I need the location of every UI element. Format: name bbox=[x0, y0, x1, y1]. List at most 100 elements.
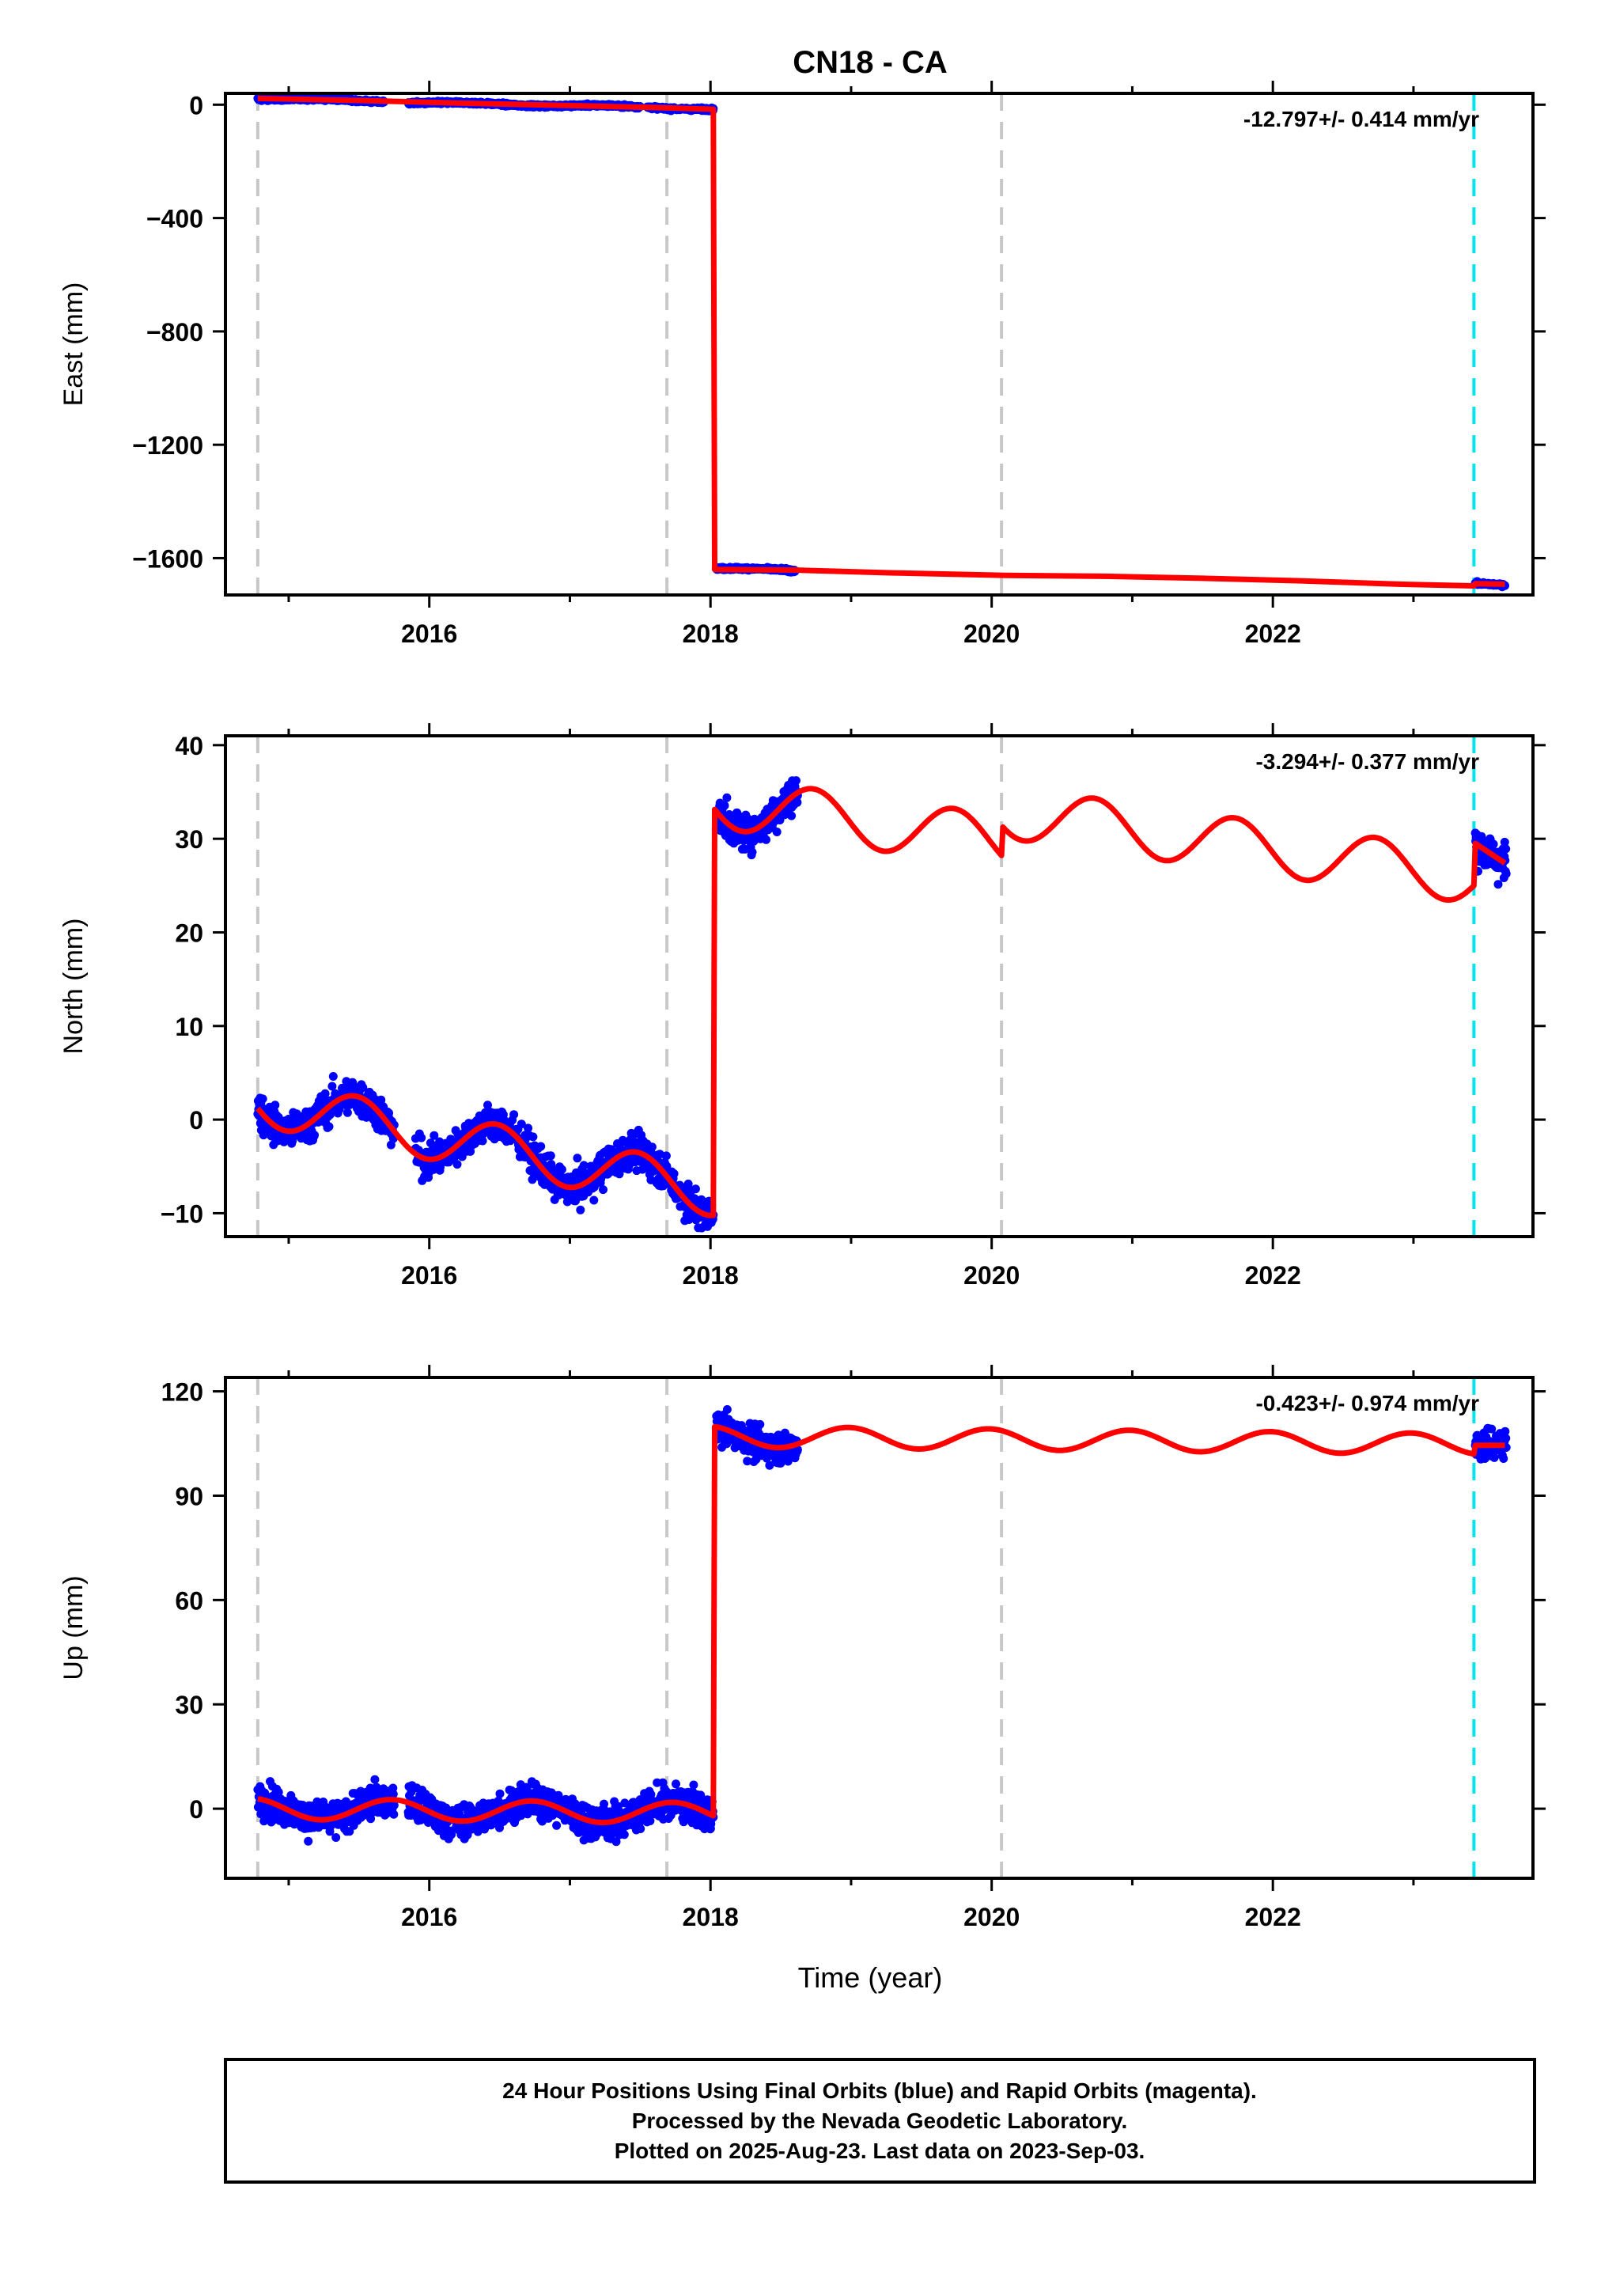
plot-area bbox=[253, 93, 1509, 595]
footer-box bbox=[224, 2058, 1536, 2184]
data-point bbox=[679, 1817, 688, 1827]
data-point bbox=[722, 793, 732, 802]
data-point bbox=[662, 1161, 672, 1171]
data-point bbox=[478, 1136, 487, 1146]
data-point bbox=[647, 1142, 657, 1152]
y-tick-label: −1200 bbox=[132, 431, 203, 460]
x-tick-label: 2018 bbox=[683, 619, 739, 648]
y-tick-label: −800 bbox=[146, 318, 203, 347]
data-point bbox=[1501, 844, 1511, 854]
model-fit-line bbox=[255, 786, 1507, 1218]
data-point bbox=[619, 1830, 629, 1839]
data-point bbox=[528, 1132, 538, 1142]
x-tick-label: 2020 bbox=[963, 619, 1020, 648]
data-point bbox=[417, 1133, 426, 1142]
data-point bbox=[426, 1139, 435, 1148]
x-tick-label: 2022 bbox=[1245, 1261, 1301, 1290]
x-tick-label: 2022 bbox=[1245, 1903, 1301, 1931]
data-point bbox=[343, 1108, 352, 1117]
y-axis-label: North (mm) bbox=[59, 919, 89, 1055]
data-point bbox=[645, 1817, 655, 1825]
data-point bbox=[661, 1151, 671, 1161]
data-point bbox=[434, 1826, 443, 1836]
y-tick-label: 0 bbox=[189, 91, 203, 119]
data-point bbox=[787, 811, 797, 820]
data-point bbox=[304, 1836, 313, 1846]
x-tick-label: 2022 bbox=[1245, 619, 1301, 648]
panel-frame bbox=[224, 734, 1535, 1238]
data-point bbox=[683, 1179, 693, 1188]
data-point bbox=[557, 1165, 566, 1174]
y-tick-label: 90 bbox=[175, 1482, 203, 1510]
data-point bbox=[793, 798, 802, 807]
data-point bbox=[589, 1195, 599, 1205]
data-point bbox=[389, 1801, 399, 1810]
x-tick-label: 2020 bbox=[963, 1903, 1020, 1931]
y-tick-label: 0 bbox=[189, 1795, 203, 1824]
y-tick-label: −10 bbox=[161, 1199, 203, 1228]
x-tick-label: 2018 bbox=[683, 1903, 739, 1931]
data-points bbox=[253, 1405, 1511, 1847]
data-point bbox=[720, 801, 729, 810]
data-point bbox=[1501, 869, 1511, 878]
data-point bbox=[377, 1095, 386, 1104]
data-point bbox=[430, 1131, 439, 1140]
data-point bbox=[320, 1089, 330, 1098]
panel-frame bbox=[224, 92, 1535, 597]
data-point bbox=[722, 1405, 732, 1414]
data-point bbox=[743, 1457, 752, 1466]
y-tick-label: 40 bbox=[175, 732, 203, 760]
data-point bbox=[331, 1833, 341, 1842]
panel-north: 2016 2018 2020 2022 40 30 20 10 0 −10 North (mm) -3… bbox=[59, 723, 1546, 1290]
data-point bbox=[1489, 1453, 1499, 1462]
data-point bbox=[691, 1184, 700, 1194]
x-tick-label: 2016 bbox=[401, 619, 457, 648]
data-point bbox=[1501, 1426, 1510, 1436]
data-point bbox=[734, 811, 743, 820]
x-tick-label: 2018 bbox=[683, 1261, 739, 1290]
data-point bbox=[1501, 1434, 1511, 1443]
y-axis-label: Up (mm) bbox=[59, 1575, 89, 1680]
data-point bbox=[509, 1110, 519, 1120]
data-point bbox=[524, 1123, 533, 1133]
data-point bbox=[370, 1775, 380, 1784]
data-point bbox=[452, 1160, 462, 1169]
plot-title: CN18 - CA bbox=[793, 45, 948, 80]
panel-frame bbox=[224, 1376, 1535, 1880]
x-tick-label: 2016 bbox=[401, 1261, 457, 1290]
data-point bbox=[1499, 1454, 1508, 1463]
data-point bbox=[258, 1094, 267, 1104]
data-point bbox=[599, 1185, 607, 1195]
data-point bbox=[495, 1789, 505, 1798]
panel-east: 2016 2018 2020 2022 0 −400 −800 −1200 −1600 East … bbox=[59, 81, 1546, 648]
data-point bbox=[573, 1154, 582, 1163]
data-point bbox=[571, 1196, 580, 1206]
data-point bbox=[636, 1824, 645, 1833]
y-tick-label: 60 bbox=[175, 1586, 203, 1615]
data-point bbox=[388, 1790, 398, 1799]
y-tick-label: −1600 bbox=[132, 544, 203, 573]
data-point bbox=[579, 1161, 589, 1170]
footer-line-3: Plotted on 2025-Aug-23. Last data on 202… bbox=[615, 2139, 1145, 2163]
data-point bbox=[1500, 837, 1509, 847]
data-point bbox=[1487, 1424, 1497, 1434]
velocity-rate-label: -0.423+/- 0.974 mm/yr bbox=[1255, 1391, 1479, 1415]
data-point bbox=[1489, 839, 1498, 849]
y-tick-label: 20 bbox=[175, 919, 203, 947]
data-point bbox=[669, 1169, 679, 1178]
data-point bbox=[1493, 880, 1503, 889]
data-point bbox=[546, 1151, 555, 1161]
data-point bbox=[358, 1083, 368, 1092]
footer-line-2: Processed by the Nevada Geodetic Laborat… bbox=[632, 2108, 1128, 2133]
data-point bbox=[389, 1809, 399, 1819]
data-point bbox=[447, 1830, 456, 1839]
data-point bbox=[271, 1101, 280, 1110]
data-point bbox=[589, 1182, 599, 1192]
y-tick-label: −400 bbox=[146, 205, 203, 233]
data-point bbox=[483, 1101, 492, 1110]
data-point bbox=[310, 1131, 319, 1140]
data-point bbox=[327, 1082, 337, 1091]
x-axis-label: Time (year) bbox=[798, 1961, 943, 1994]
y-tick-label: 30 bbox=[175, 1691, 203, 1719]
